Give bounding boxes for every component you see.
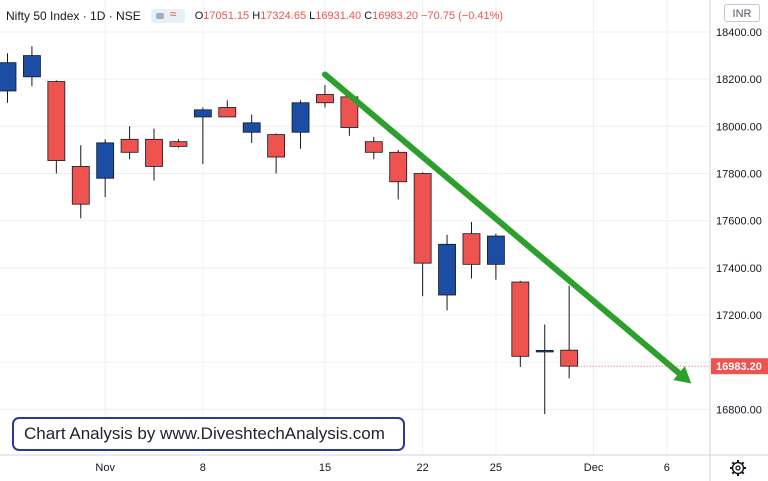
last-price-badge — [711, 358, 768, 375]
y-tick-label: 18000.00 — [716, 121, 762, 133]
y-tick-label: 17400.00 — [716, 263, 762, 275]
candle-body — [169, 141, 188, 147]
candle[interactable] — [267, 133, 286, 174]
y-tick-label: 17200.00 — [716, 310, 762, 322]
wave-icon: ≈ — [169, 7, 177, 21]
x-tick-label: 15 — [319, 462, 331, 474]
candle-body — [511, 281, 530, 357]
candle[interactable] — [486, 233, 505, 280]
candle-body — [316, 94, 334, 104]
candle[interactable] — [193, 107, 212, 165]
candle[interactable] — [242, 114, 261, 143]
candle[interactable] — [23, 46, 41, 87]
x-tick-label: 8 — [200, 462, 206, 474]
candle[interactable] — [364, 136, 383, 160]
candle-body — [23, 55, 41, 78]
candle[interactable] — [145, 128, 163, 181]
x-tick-label: 22 — [417, 462, 429, 474]
eye-icon — [155, 13, 164, 19]
trendline — [321, 71, 692, 384]
low-value: 16931.40 — [315, 10, 362, 22]
candle-body — [438, 243, 456, 296]
candle[interactable] — [438, 234, 456, 311]
candle-body — [462, 233, 481, 265]
close-value: 16983.20 — [372, 10, 419, 22]
last-price-label: 16983.20 — [716, 361, 762, 373]
candle[interactable] — [291, 100, 310, 149]
candle-body — [193, 109, 212, 118]
y-tick-label: 17600.00 — [716, 216, 762, 228]
watermark-banner: Chart Analysis by www.DiveshtechAnalysis… — [12, 417, 405, 451]
candle-body — [0, 62, 17, 92]
candle[interactable] — [218, 100, 237, 118]
candle[interactable] — [462, 221, 481, 279]
candle-body — [364, 141, 383, 153]
legend-bar: Nifty 50 Index · 1D · NSE ≈ O17051.15 H1… — [6, 6, 503, 26]
candle[interactable] — [169, 139, 188, 148]
grid — [0, 0, 710, 455]
y-tick-label: 17800.00 — [716, 169, 762, 181]
candle-body — [267, 134, 286, 158]
candle[interactable] — [560, 285, 579, 379]
change-value: −70.75 (−0.41%) — [421, 10, 504, 22]
candle[interactable] — [47, 80, 66, 174]
candle-body — [218, 107, 237, 118]
gear-icon[interactable] — [729, 459, 747, 477]
candle[interactable] — [389, 149, 408, 200]
y-tick-label: 16800.00 — [716, 404, 762, 416]
ohlc-readout: O17051.15 H17324.65 L16931.40 C16983.20 … — [195, 10, 503, 22]
candle[interactable] — [511, 280, 530, 367]
trend-line[interactable] — [321, 71, 683, 377]
indicator-badge[interactable]: ≈ — [150, 7, 185, 23]
x-tick-label: 6 — [664, 462, 670, 474]
x-tick-label: Nov — [95, 462, 115, 474]
candle-body — [413, 173, 432, 264]
symbol-title[interactable]: Nifty 50 Index · 1D · NSE — [6, 9, 141, 23]
candle-body — [486, 235, 505, 265]
candle-body — [96, 142, 115, 179]
trend-arrowhead — [673, 366, 692, 384]
high-value: 17324.65 — [260, 10, 307, 22]
candle[interactable] — [413, 172, 432, 297]
currency-selector[interactable]: INR — [724, 4, 760, 22]
open-label: O — [194, 10, 204, 22]
x-tick-label: 25 — [490, 462, 502, 474]
high-label: H — [252, 10, 261, 22]
candles — [0, 46, 579, 415]
candle-body — [389, 151, 408, 183]
y-tick-label: 18200.00 — [716, 74, 762, 86]
y-tick-label: 18400.00 — [716, 27, 762, 39]
candle[interactable] — [0, 53, 17, 103]
candle-body — [291, 102, 310, 133]
candle[interactable] — [316, 85, 334, 108]
candle-body — [535, 350, 554, 353]
candle[interactable] — [120, 126, 139, 160]
candle[interactable] — [535, 324, 554, 415]
x-tick-label: Dec — [584, 462, 604, 474]
open-value: 17051.15 — [203, 10, 250, 22]
candle-body — [145, 138, 163, 167]
candle-body — [71, 166, 90, 205]
candle-body — [242, 122, 261, 133]
close-label: C — [364, 10, 373, 22]
candle[interactable] — [96, 139, 115, 198]
candle-body — [120, 138, 139, 153]
candle-body — [560, 349, 579, 367]
candle[interactable] — [71, 145, 90, 219]
candle-body — [47, 81, 66, 161]
low-label: L — [309, 10, 316, 22]
